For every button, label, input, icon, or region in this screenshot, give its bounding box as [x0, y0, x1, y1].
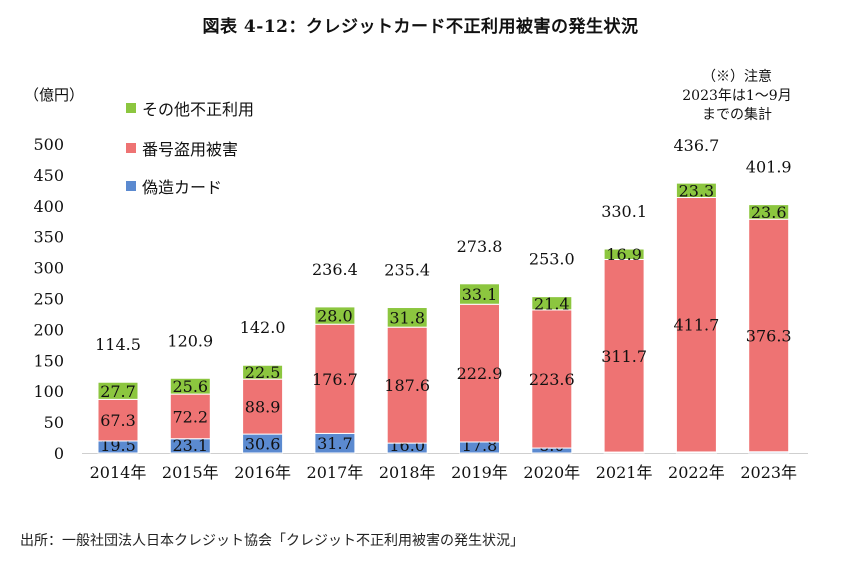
x-tick-label: 2016年: [234, 463, 291, 482]
data-label: 222.9: [457, 364, 503, 383]
legend-item-number-theft: 番号盗用被害: [126, 136, 238, 160]
data-label: 311.7: [601, 347, 647, 366]
y-tick-label: 400: [33, 197, 64, 216]
data-label: 16.9: [606, 245, 642, 264]
bar-segment: [531, 296, 573, 311]
x-tick-label: 2021年: [596, 463, 653, 482]
total-label: 235.4: [384, 261, 430, 280]
bar-segment: [97, 381, 139, 400]
bar-segment: [386, 326, 428, 444]
y-tick-label: 50: [44, 413, 64, 432]
y-tick-label: 450: [33, 166, 64, 185]
bar-segment: [675, 197, 717, 453]
bar-segment: [97, 398, 139, 442]
x-tick-label: 2018年: [379, 463, 436, 482]
data-label: 31.7: [317, 434, 353, 453]
bar-segment: [748, 204, 790, 220]
note-line: 2023年は1～9月: [682, 88, 792, 104]
legend-label-fake-card: 偽造カード: [142, 178, 223, 197]
x-tick-label: 2014年: [90, 463, 147, 482]
note-line: までの集計: [702, 107, 772, 123]
data-label: 176.7: [312, 370, 358, 389]
y-tick-label: 0: [54, 444, 64, 463]
legend-label-number-theft: 番号盗用被害: [142, 140, 239, 159]
bar-segment: [675, 182, 717, 199]
x-tick-label: 2022年: [668, 463, 725, 482]
y-tick-label: 500: [33, 135, 64, 154]
legend-label-other: その他不正利用: [142, 100, 255, 119]
total-label: 120.9: [167, 331, 213, 350]
y-tick-label: 350: [33, 228, 64, 247]
y-axis-unit: （億円）: [24, 86, 85, 104]
y-tick-label: 250: [33, 290, 64, 309]
data-label: 22.5: [245, 363, 281, 382]
legend-swatch-fake-card: [126, 181, 136, 191]
y-tick-label: 200: [33, 320, 64, 339]
legend-item-fake-card: 偽造カード: [126, 174, 222, 198]
bar-segment: [169, 393, 211, 440]
data-label: 30.6: [245, 435, 281, 454]
data-label: 67.3: [100, 411, 136, 430]
data-label: 223.6: [529, 370, 575, 389]
bar-segment: [603, 248, 645, 260]
data-label: 25.6: [172, 377, 208, 396]
data-label: 72.2: [172, 407, 208, 426]
data-label: 23.6: [751, 203, 787, 222]
bar-segment: [531, 309, 573, 449]
data-label: 376.3: [746, 326, 792, 345]
x-tick-label: 2019年: [451, 463, 508, 482]
bar-segment: [169, 377, 211, 395]
total-label: 236.4: [312, 260, 358, 279]
source-note: 出所：一般社団法人日本クレジット協会「クレジット不正利用被害の発生状況」: [20, 533, 524, 549]
bar-segment: [314, 306, 356, 325]
x-tick-label: 2020年: [523, 463, 580, 482]
legend-swatch-other: [126, 103, 136, 113]
x-tick-label: 2017年: [307, 463, 364, 482]
bar-segment: [459, 303, 500, 443]
total-label: 273.8: [457, 237, 503, 256]
data-label: 23.3: [679, 181, 715, 200]
total-label: 330.1: [601, 202, 647, 221]
note-line: （※）注意: [702, 69, 772, 85]
legend-item-other: その他不正利用: [126, 96, 254, 120]
data-label: 23.1: [172, 436, 208, 455]
x-tick-label: 2015年: [162, 463, 219, 482]
y-tick-label: 300: [33, 259, 64, 278]
data-label: 31.8: [389, 308, 425, 327]
x-tick-label: 2023年: [740, 463, 797, 482]
data-label: 28.0: [317, 307, 353, 326]
y-tick-label: 100: [33, 382, 64, 401]
legend-swatch-number-theft: [126, 143, 136, 153]
data-label: 21.4: [534, 294, 570, 313]
chart-title: 図表 4-12：クレジットカード不正利用被害の発生状況: [202, 17, 639, 37]
data-label: 27.7: [100, 382, 136, 401]
bar-segment: [242, 364, 284, 380]
bar-segment: [459, 283, 500, 305]
note-box: （※）注意 2023年は1～9月 までの集計: [672, 68, 802, 125]
total-label: 142.0: [240, 318, 286, 337]
total-label: 114.5: [95, 335, 141, 354]
total-label: 436.7: [673, 136, 719, 155]
bar-segment: [603, 258, 645, 453]
y-tick-label: 150: [33, 351, 64, 370]
data-label: 187.6: [384, 376, 430, 395]
data-label: 88.9: [245, 398, 281, 417]
bar-segment: [242, 378, 284, 435]
data-label: 33.1: [462, 285, 498, 304]
data-label: 411.7: [673, 316, 719, 335]
bar-segment: [386, 307, 428, 328]
bar-segment: [314, 323, 356, 434]
total-label: 253.0: [529, 250, 575, 269]
total-label: 401.9: [746, 158, 792, 177]
